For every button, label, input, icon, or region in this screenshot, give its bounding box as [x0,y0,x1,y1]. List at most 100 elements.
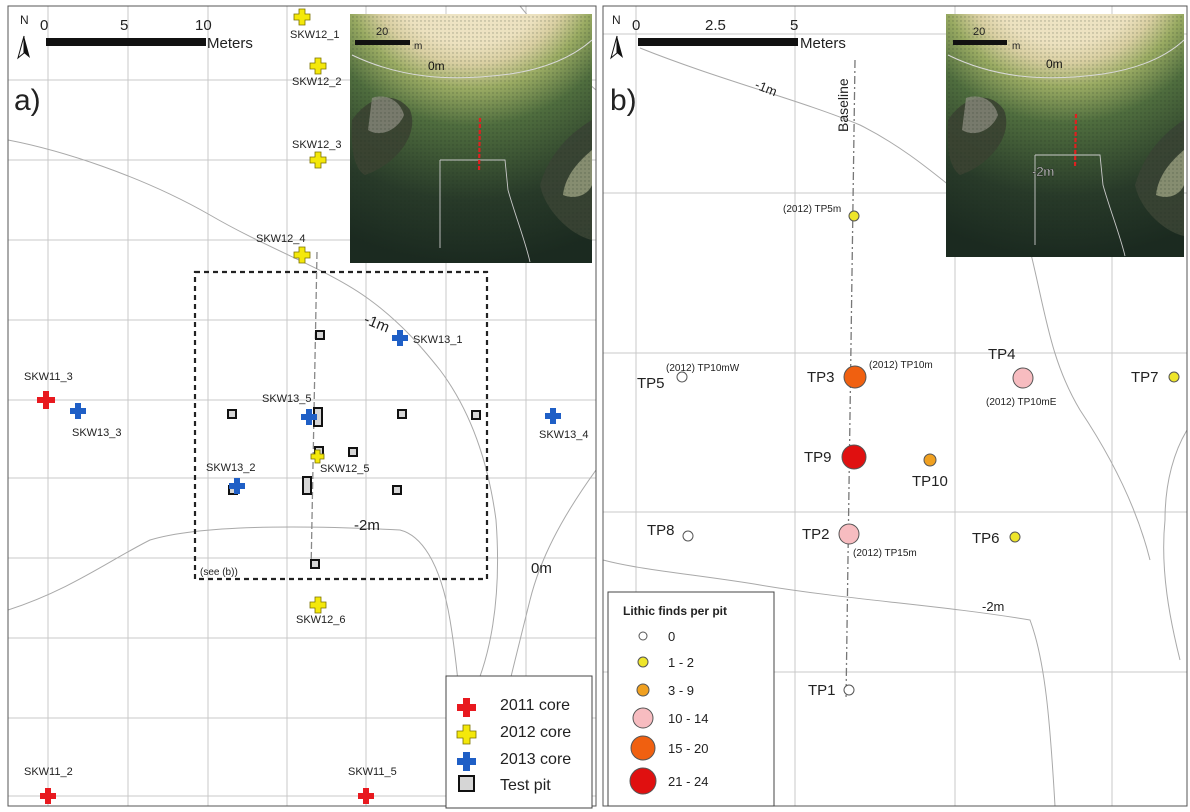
panel-a-border [7,5,597,807]
legend-finds-0-label: 0 [668,629,675,644]
core-SKW12_4-marker [293,246,311,264]
core-SKW13_3-marker [70,403,86,419]
test-pit [397,409,407,419]
core-label-SKW13_3: SKW13_3 [72,427,122,439]
pit-label-TP7: TP7 [1131,369,1159,386]
panel-b-scale-tick-5: 5 [790,17,798,34]
panel-b-inset-contour-minus-2m: -2m [1032,164,1054,179]
pit-TP5-marker [676,371,688,383]
legend-finds-0-marker [638,631,648,641]
panel-a-inset-photo [350,14,593,263]
legend-finds-10-14-label: 10 - 14 [668,711,708,726]
pit-TP10-marker [923,453,937,467]
legend-finds-21-24-marker [629,767,657,795]
core-SKW11_3-marker [37,391,55,409]
pit-TP4-marker [1012,367,1034,389]
panel-a-label: a) [14,84,41,117]
core-label-SKW12_3: SKW12_3 [292,139,342,151]
legend-finds-15-20-marker [630,735,656,761]
panel-a-see-note: (see (b)) [200,567,238,578]
legend-2011-core-marker [457,698,476,717]
panel-b-scale-tick-0: 0 [632,17,640,34]
pit-label-TP5: TP5 [637,375,665,392]
core-label-SKW12_6: SKW12_6 [296,614,346,626]
core-SKW11_5-marker [358,788,374,804]
test-pit [392,485,402,495]
panel-a-north-arrow [17,35,30,60]
legend-test-pit-marker [458,775,475,792]
panel-a-grid [8,6,596,806]
panel-a-inset-contour-0m: 0m [428,59,445,73]
pit-label-TP2: TP2 [802,526,830,543]
pit-label-TP9: TP9 [804,449,832,466]
pit-TP3-marker [843,365,867,389]
panel-b-inset-scale-unit: m [1012,41,1020,52]
pit-alt-label-TP4: (2012) TP10mE [986,397,1057,408]
panel-b-inset-contour-0m: 0m [1046,57,1063,71]
test-pit [310,559,320,569]
panel-a-scale-tick-0: 0 [40,17,48,34]
core-label-SKW11_3: SKW11_3 [24,371,73,383]
panel-a-test-pits [227,330,481,569]
pit-label-TP8: TP8 [647,522,675,539]
panel-b-inset-scale-value: 20 [973,26,985,38]
test-pit [471,410,481,420]
panel-a-north-letter: N [20,13,29,27]
core-SKW12_2-marker [309,57,327,75]
legend-finds-21-24-label: 21 - 24 [668,774,708,789]
legend-finds-title: Lithic finds per pit [623,604,727,618]
pit-label-TP1: TP1 [808,682,836,699]
pit-alt-label-TP3: (2012) TP10m [869,360,933,371]
core-label-SKW11_2: SKW11_2 [24,766,73,778]
pit-label-TP3: TP3 [807,369,835,386]
legend-finds-1-2-marker [637,656,649,668]
legend-2013-core-marker [457,752,476,771]
pit-TP5m-marker [848,210,860,222]
pit-alt-label-TP2: (2012) TP15m [853,548,917,559]
legend-finds-1-2-label: 1 - 2 [668,655,694,670]
core-SKW12_6-marker [309,596,327,614]
panel-b-scale-tick-2.5: 2.5 [705,17,726,34]
core-SKW12_1-marker [293,8,311,26]
study-area-box [193,270,489,581]
pit-TP1-marker [843,684,855,696]
pit-TP9-marker [841,444,867,470]
panel-b-border [602,5,1188,807]
legend-2011-core-label: 2011 core [500,697,570,714]
pit-TP8-marker [682,530,694,542]
panel-a-inset-scale-unit: m [414,41,422,52]
core-label-SKW12_4: SKW12_4 [256,233,306,245]
panel-b-scale-bar [638,38,798,46]
test-pit [227,409,237,419]
panel-a-contour-0m: 0m [531,560,552,577]
core-label-SKW13_4: SKW13_4 [539,429,589,441]
panel-b-scale-unit: Meters [800,35,846,52]
panel-b-contour-minus-2m: -2m [982,599,1004,614]
core-SKW13_5-marker [301,409,317,425]
core-label-SKW12_5: SKW12_5 [320,463,370,475]
panel-b-north-letter: N [612,13,621,27]
legend-finds-10-14-marker [632,707,654,729]
core-SKW12_5-marker [310,449,325,464]
panel-a-scale-tick-5: 5 [120,17,128,34]
panel-b-label: b) [610,84,637,117]
legend-finds-15-20-label: 15 - 20 [668,741,708,756]
panel-a-scale-tick-10: 10 [195,17,212,34]
pit-label-TP6: TP6 [972,530,1000,547]
panel-a-contour-minus-2m: -2m [354,517,380,534]
legend-2013-core-label: 2013 core [500,751,571,768]
legend-finds-3-9-label: 3 - 9 [668,683,694,698]
panel-b-baseline-label: Baseline [835,78,851,132]
legend-finds-3-9-marker [636,683,650,697]
test-pit [302,476,312,495]
panel-b-north-arrow [610,35,623,60]
panel-b-pits [676,210,1180,696]
core-label-SKW12_2: SKW12_2 [292,76,342,88]
panel-a-inset-scale-value: 20 [376,26,388,38]
panel-a-scale-unit: Meters [207,35,253,52]
test-pit [315,330,325,340]
panel-b-contours [603,47,1187,806]
panel-a-scale-bar [46,38,206,46]
pit-label-TP10: TP10 [912,473,948,490]
